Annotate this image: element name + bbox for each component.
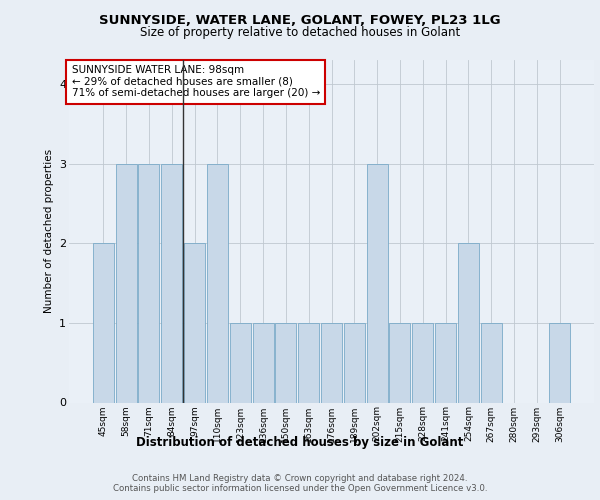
Bar [207,164,228,402]
Bar [389,323,410,402]
Bar [367,164,388,402]
Bar [275,323,296,402]
Bar [458,243,479,402]
Bar [93,243,114,402]
Y-axis label: Number of detached properties: Number of detached properties [44,149,53,314]
Bar [298,323,319,402]
Bar [184,243,205,402]
Bar [230,323,251,402]
Text: Contains HM Land Registry data © Crown copyright and database right 2024.
Contai: Contains HM Land Registry data © Crown c… [113,474,487,494]
Bar [116,164,137,402]
Bar [344,323,365,402]
Text: Distribution of detached houses by size in Golant: Distribution of detached houses by size … [136,436,464,449]
Bar [481,323,502,402]
Bar [321,323,342,402]
Bar [161,164,182,402]
Bar [549,323,570,402]
Text: SUNNYSIDE WATER LANE: 98sqm
← 29% of detached houses are smaller (8)
71% of semi: SUNNYSIDE WATER LANE: 98sqm ← 29% of det… [71,65,320,98]
Bar [139,164,160,402]
Bar [412,323,433,402]
Bar [435,323,456,402]
Text: Size of property relative to detached houses in Golant: Size of property relative to detached ho… [140,26,460,39]
Text: SUNNYSIDE, WATER LANE, GOLANT, FOWEY, PL23 1LG: SUNNYSIDE, WATER LANE, GOLANT, FOWEY, PL… [99,14,501,27]
Bar [253,323,274,402]
